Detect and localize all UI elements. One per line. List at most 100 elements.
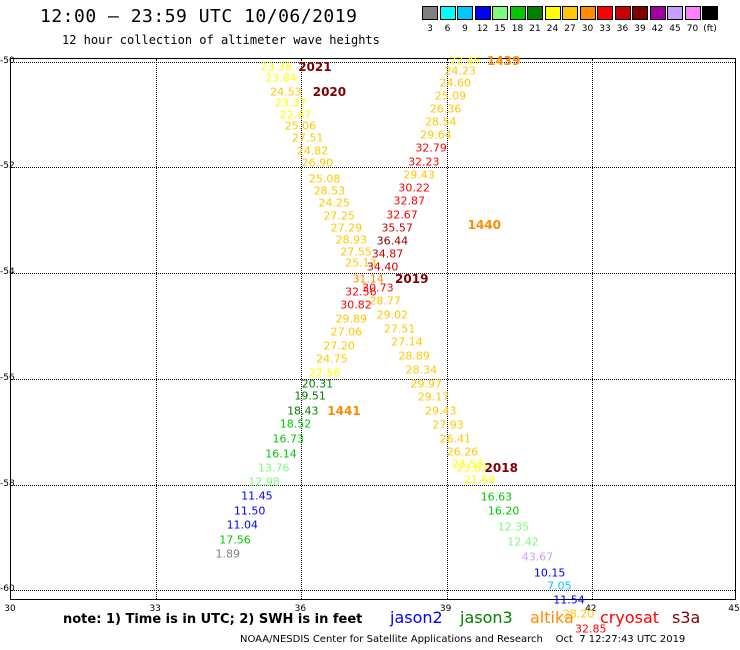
legend-swatch	[597, 6, 613, 20]
legend-swatch	[614, 6, 631, 20]
legend-label: 33	[599, 24, 611, 34]
legend-swatch	[422, 6, 438, 20]
wave-height-value: 27.29	[330, 221, 363, 235]
wave-height-value: 16.14	[265, 447, 297, 461]
wave-height-value: 28.20	[562, 607, 595, 621]
satellite-label-jason2: jason2	[390, 608, 443, 627]
legend-label: 18	[511, 24, 524, 34]
parallel-gridline	[11, 484, 735, 486]
parallel-gridline	[11, 378, 735, 380]
wave-height-value: 24.53	[270, 85, 302, 99]
wave-height-value: 34.40	[366, 260, 399, 274]
wave-height-value: 11.45	[241, 489, 273, 503]
legend-swatch	[562, 6, 578, 20]
satellite-label-s3a: s3a	[672, 608, 701, 627]
wave-height-value: 30.22	[398, 181, 430, 195]
wave-height-value: 29.17	[417, 390, 450, 404]
wave-height-value: 18.43	[287, 404, 319, 418]
wave-height-value: 29.43	[425, 404, 457, 418]
pass-number-label: 1439	[486, 53, 521, 68]
pass-number-label: 2019	[395, 271, 429, 286]
x-tick-label: 30	[4, 604, 16, 614]
pass-number-label: 2021	[298, 59, 332, 74]
legend-label: 15	[494, 24, 506, 34]
wave-height-value: 19.51	[294, 389, 326, 403]
legend-label: 12	[476, 24, 489, 34]
wave-height-value: 35.57	[381, 221, 413, 235]
y-tick-label: -58	[0, 478, 15, 489]
wave-height-value: 27.55	[340, 245, 372, 259]
wave-height-value: 30.73	[362, 281, 394, 295]
y-tick-label: -60	[0, 584, 15, 595]
wave-height-value: 26.36	[429, 102, 462, 116]
x-tick-label: 33	[149, 604, 161, 614]
wave-height-value: 16.20	[487, 504, 520, 518]
wave-height-value: 21.69	[463, 473, 496, 487]
parallel-gridline	[11, 590, 735, 592]
wave-height-value: 17.56	[219, 533, 251, 547]
wave-height-value: 27.51	[383, 322, 416, 336]
wave-height-value: 24.82	[296, 144, 329, 158]
wave-height-value: 31.14	[352, 272, 384, 285]
wave-height-value: 27.06	[330, 325, 363, 339]
wave-height-value: 27.93	[432, 418, 464, 432]
wave-height-value: 11.50	[233, 504, 266, 518]
legend-label: 24	[546, 24, 559, 34]
meridian-gridline	[156, 59, 158, 599]
wave-height-value: 22.56	[308, 366, 341, 380]
wave-height-value: 13.76	[258, 461, 290, 475]
wave-height-value: 32.56	[345, 285, 377, 299]
wave-height-value: 25.06	[284, 119, 317, 133]
wave-height-value: 23.37	[274, 96, 307, 110]
legend-label: 70	[686, 24, 699, 34]
wave-height-value: 12.35	[497, 520, 530, 534]
wave-height-value: 28.89	[398, 349, 430, 363]
wave-height-value: 24.23	[444, 64, 476, 78]
legend-swatch	[527, 6, 543, 20]
y-tick-label: -56	[0, 372, 15, 383]
legend-label: 9	[462, 24, 468, 34]
meridian-gridline	[591, 59, 593, 599]
wave-height-value: 27.25	[323, 209, 355, 223]
legend-label: 45	[669, 24, 681, 34]
map-subtitle: 12 hour collection of altimeter wave hei…	[62, 33, 380, 47]
legend-swatch	[649, 6, 666, 20]
wave-height-value: 22.46	[449, 54, 481, 68]
wave-height-value: 16.73	[272, 432, 305, 446]
wave-height-value: 32.87	[393, 194, 426, 208]
wave-height-value: 28.34	[405, 363, 438, 377]
satellite-label-cryosat: cryosat	[600, 608, 660, 627]
wave-height-value: 29.43	[403, 168, 435, 182]
legend-swatch	[544, 6, 561, 20]
legend-swatch	[439, 6, 456, 20]
pass-number-label: 1440	[467, 217, 502, 232]
wave-height-value: 11.54	[553, 593, 585, 607]
satellite-label-jason3: jason3	[460, 608, 513, 627]
wave-height-value: 32.79	[415, 141, 447, 155]
wave-height-value: 29.02	[376, 308, 409, 322]
credit-line: NOAA/NESDIS Center for Satellite Applica…	[240, 634, 686, 645]
wave-height-value: 26.41	[439, 432, 472, 446]
wave-height-value: 27.51	[291, 131, 324, 145]
wave-height-value: 23.84	[265, 71, 297, 85]
wave-height-value: 18.52	[279, 417, 312, 431]
legend-swatch	[492, 6, 508, 20]
legend-swatch	[579, 6, 596, 20]
wave-height-value: 20.31	[301, 377, 334, 391]
y-tick-label: -52	[0, 161, 15, 172]
wave-height-value: 27.20	[323, 339, 355, 353]
wave-height-value: 25.09	[434, 89, 467, 103]
x-tick-label: 45	[728, 604, 740, 614]
legend-label: 21	[529, 24, 541, 34]
wave-height-value: 10.15	[533, 566, 566, 579]
wave-height-value: 29.97	[410, 377, 442, 391]
wave-height-value: 26.26	[446, 445, 479, 459]
wave-height-value: 32.85	[575, 622, 607, 636]
wave-height-value: 36.44	[376, 234, 409, 248]
legend-label: 42	[651, 24, 664, 34]
plot-area	[10, 58, 736, 600]
pass-number-label: 1441	[327, 403, 361, 418]
wave-height-value: 43.67	[521, 550, 554, 564]
wave-height-value: 26.90	[301, 156, 334, 170]
